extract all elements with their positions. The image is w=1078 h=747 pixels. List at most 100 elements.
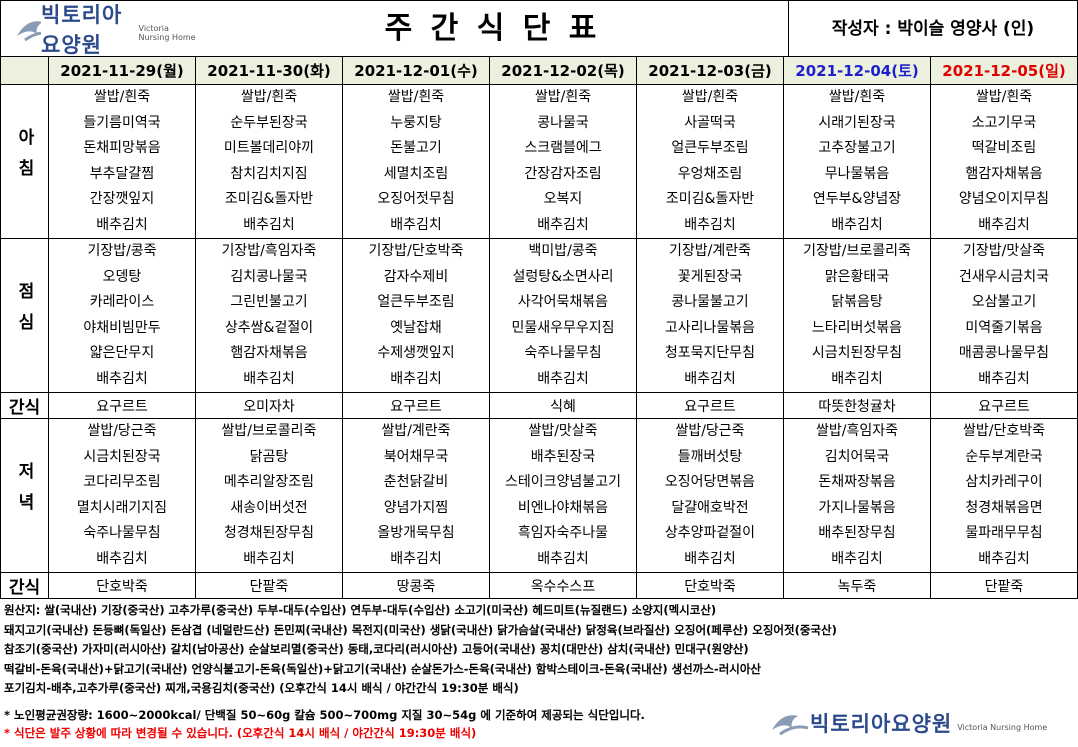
menu-item: 느타리버섯볶음 bbox=[811, 319, 903, 336]
snack-cell: 녹두죽 bbox=[783, 572, 931, 599]
menu-item: 쌀밥/브로콜리죽 bbox=[221, 423, 317, 439]
menu-item: 콩나물불고기 bbox=[671, 294, 749, 310]
menu-item: 오뎅탕 bbox=[102, 268, 142, 285]
menu-item: 쌀밥/당근죽 bbox=[87, 423, 157, 439]
snack-cell: 단팥죽 bbox=[930, 572, 1078, 599]
menu-item: 기장밥/맛살죽 bbox=[963, 243, 1045, 259]
menu-item: 양념가지찜 bbox=[383, 499, 449, 516]
menu-item: 꽃게된장국 bbox=[677, 268, 743, 285]
menu-item: 스크램블에그 bbox=[524, 140, 602, 156]
menu-item: 닭곰탕 bbox=[249, 448, 289, 465]
menu-item: 기장밥/계란죽 bbox=[669, 243, 751, 259]
menu-item: 김치콩나물국 bbox=[230, 268, 308, 285]
menu-item: 고추장불고기 bbox=[818, 140, 896, 156]
menu-item: 기장밥/흑임자죽 bbox=[221, 243, 317, 259]
menu-item: 닭볶음탕 bbox=[831, 294, 883, 310]
snack-cell: 요구르트 bbox=[636, 392, 784, 419]
menu-item: 배추김치 bbox=[978, 370, 1030, 387]
meal-label: 간식 bbox=[0, 392, 49, 419]
menu-item: 상추쌈&겉절이 bbox=[224, 319, 314, 336]
day-header: 2021-12-01(수) bbox=[342, 56, 490, 85]
menu-item: 건새우시금치국 bbox=[958, 268, 1050, 285]
author: 작성자 : 박이슬 영양사 (인) bbox=[788, 1, 1077, 57]
menu-item: 얼큰두부조림 bbox=[377, 294, 455, 310]
menu-item: 옛날잡채 bbox=[390, 319, 442, 336]
menu-item: 쌀밥/흰죽 bbox=[975, 89, 1033, 105]
menu-cell: 쌀밥/단호박죽 순두부계란국 삼치카레구이 청경채볶음면 물파래무무침 배추김치 bbox=[930, 418, 1078, 573]
menu-cell: 기장밥/계란죽 꽃게된장국 콩나물불고기 고사리나물볶음 청포묵지단무침 배추김치 bbox=[636, 238, 784, 393]
menu-item: 배추김치 bbox=[684, 370, 736, 387]
menu-cell: 쌀밥/흰죽 시래기된장국 고추장불고기 무나물볶음 연두부&양념장 배추김치 bbox=[783, 84, 931, 239]
menu-item: 사각어묵채볶음 bbox=[517, 294, 609, 310]
menu-item: 오삼불고기 bbox=[971, 294, 1037, 310]
origin-line: 포기김치-배추,고추가루(중국산) 찌개,국용김치(중국산) (오후간식 14시… bbox=[4, 681, 519, 695]
menu-item: 기장밥/브로콜리죽 bbox=[803, 243, 911, 259]
menu-item: 쌀밥/흰죽 bbox=[240, 89, 298, 105]
menu-item: 콩나물국 bbox=[537, 114, 589, 131]
snack-cell: 단팥죽 bbox=[195, 572, 343, 599]
origin: 원산지: 쌀(국내산) 기장(중국산) 고추가루(중국산) 두부-대두(수입산)… bbox=[4, 601, 837, 699]
meal-label-text: 간식 bbox=[8, 398, 41, 418]
menu-item: 돈채피망볶음 bbox=[83, 140, 161, 156]
menu-cell: 쌀밥/흰죽 누룽지탕 돈불고기 세멸치조림 오징어젓무침 배추김치 bbox=[342, 84, 490, 239]
menu-item: 오복지 bbox=[543, 191, 583, 207]
menu-item: 물파래무무침 bbox=[965, 525, 1043, 541]
menu-item: 쌀밥/계란죽 bbox=[381, 423, 451, 439]
menu-item: 가지나물볶음 bbox=[818, 499, 896, 516]
menu-item: 세멸치조림 bbox=[383, 165, 449, 182]
menu-item: 스테이크양념불고기 bbox=[505, 474, 621, 490]
snack-cell: 단호박죽 bbox=[48, 572, 196, 599]
origin-line: 돼지고기(국내산) 돈등뼈(독일산) 돈삼겹 (네덜란드산) 돈민찌(국내산) … bbox=[4, 622, 837, 637]
menu-item: 조미김&돌자반 bbox=[665, 191, 755, 207]
menu-item: 쌀밥/흰죽 bbox=[828, 89, 886, 105]
menu-item: 쌀밥/흰죽 bbox=[93, 89, 151, 105]
menu-item: 들기름미역국 bbox=[83, 114, 161, 131]
meal-label-text: 저녁 bbox=[14, 462, 34, 524]
snack-cell: 단호박죽 bbox=[636, 572, 784, 599]
menu-item: 감자수제비 bbox=[383, 268, 449, 285]
menu-item: 멸치시래기지짐 bbox=[76, 499, 168, 516]
menu-cell: 쌀밥/흰죽 소고기무국 떡갈비조림 햄감자채볶음 양념오이지무침 배추김치 bbox=[930, 84, 1078, 239]
menu-item: 쌀밥/흰죽 bbox=[387, 89, 445, 105]
snack-cell: 따뜻한청귤차 bbox=[783, 392, 931, 419]
menu-item: 배추김치 bbox=[978, 550, 1030, 567]
menu-item: 숙주나물무침 bbox=[83, 525, 161, 541]
day-header: 2021-12-02(목) bbox=[489, 56, 637, 85]
menu-item: 쌀밥/맛살죽 bbox=[528, 423, 598, 439]
snack-cell: 옥수수스프 bbox=[489, 572, 637, 599]
menu-item: 매콤콩나물무침 bbox=[958, 345, 1050, 361]
meal-label: 간식 bbox=[0, 572, 49, 599]
menu-table: 2021-11-29(월) 2021-11-30(화) 2021-12-01(수) 2… bbox=[0, 56, 1078, 599]
menu-item: 배추김치 bbox=[537, 216, 589, 233]
menu-item: 무나물볶음 bbox=[824, 165, 890, 182]
menu-item: 시금치된장국 bbox=[83, 448, 161, 465]
menu-cell: 쌀밥/당근죽 들깨버섯탕 오징어당면볶음 달걀애호박전 상추양파겉절이 배추김치 bbox=[636, 418, 784, 573]
menu-item: 간장감자조림 bbox=[524, 165, 602, 182]
menu-item: 배추김치 bbox=[243, 550, 295, 567]
meal-label-text: 아침 bbox=[14, 128, 34, 190]
menu-cell: 기장밥/맛살죽 건새우시금치국 오삼불고기 미역줄기볶음 매콤콩나물무침 배추김치 bbox=[930, 238, 1078, 393]
menu-item: 소고기무국 bbox=[971, 114, 1037, 131]
logo-icon bbox=[772, 715, 809, 736]
menu-item: 달걀애호박전 bbox=[671, 499, 749, 516]
menu-item: 배추김치 bbox=[243, 370, 295, 387]
menu-item: 연두부&양념장 bbox=[812, 191, 902, 207]
menu-item: 쌀밥/당근죽 bbox=[675, 423, 745, 439]
meal-row: 아침 쌀밥/흰죽 들기름미역국 돈채피망볶음 부추달걀찜 간장깻잎지 배추김치 쌀밥/흰죽 순두… bbox=[0, 84, 1078, 239]
meal-row: 간식 단호박죽 단팥죽 땅콩죽 옥수수스프 단호박죽 녹두죽 단팥죽 bbox=[0, 572, 1078, 599]
day-row: 2021-11-29(월) 2021-11-30(화) 2021-12-01(수) 2… bbox=[0, 56, 1078, 85]
menu-item: 배추김치 bbox=[684, 550, 736, 567]
snack-cell: 땅콩죽 bbox=[342, 572, 490, 599]
menu-cell: 쌀밥/계란죽 북어채무국 춘천닭갈비 양념가지찜 올방개묵무침 배추김치 bbox=[342, 418, 490, 573]
menu-item: 얇은단무지 bbox=[89, 345, 155, 361]
note-line: * 식단은 발주 상황에 따라 변경될 수 있습니다. (오후간식 14시 배식… bbox=[4, 726, 477, 740]
menu-cell: 쌀밥/흰죽 들기름미역국 돈채피망볶음 부추달걀찜 간장깻잎지 배추김치 bbox=[48, 84, 196, 239]
menu-cell: 쌀밥/맛살죽 배추된장국 스테이크양념불고기 비엔나야채볶음 흑임자숙주나물 배추김치 bbox=[489, 418, 637, 573]
day-header: 2021-12-03(금) bbox=[636, 56, 784, 85]
menu-item: 순두부계란국 bbox=[965, 448, 1043, 465]
menu-item: 청경채된장무침 bbox=[223, 525, 315, 541]
menu-item: 맑은황태국 bbox=[824, 268, 890, 285]
menu-item: 얼큰두부조림 bbox=[671, 140, 749, 156]
corner bbox=[0, 56, 49, 85]
menu-item: 오징어당면볶음 bbox=[664, 474, 756, 490]
